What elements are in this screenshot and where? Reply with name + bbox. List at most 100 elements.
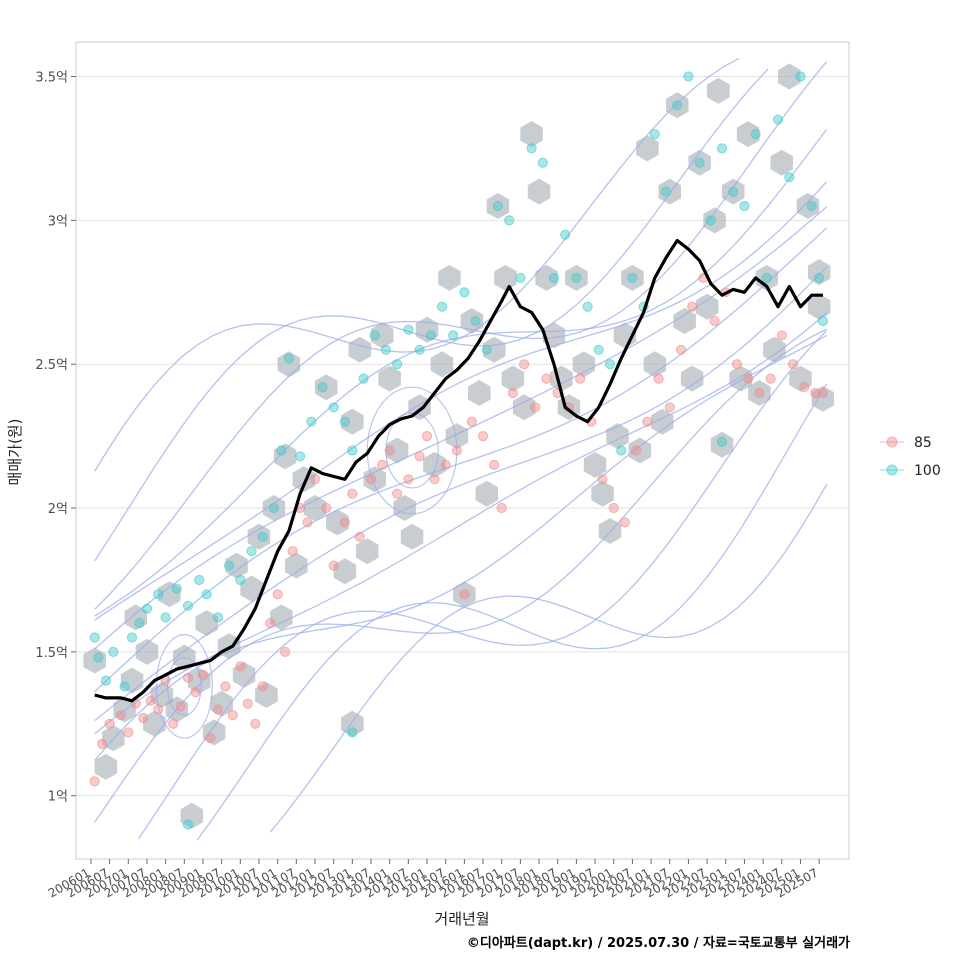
data-point-85 [765, 373, 776, 384]
data-point-100 [492, 200, 504, 212]
hex-cell [483, 336, 506, 363]
hex-cell [430, 351, 454, 378]
contour-ring [155, 634, 213, 739]
data-point-85 [631, 445, 642, 456]
hex-cell [778, 63, 801, 90]
data-point-85 [302, 517, 313, 528]
hex-cell [789, 365, 812, 392]
contour-line [94, 227, 828, 693]
data-point-100 [153, 589, 164, 600]
data-point-85 [197, 669, 209, 681]
data-point-100 [436, 301, 448, 312]
hex-cell [270, 604, 293, 631]
y-axis-title: 매매가(원) [6, 419, 24, 486]
hex-cell [703, 207, 726, 234]
hex-cell [707, 77, 730, 104]
scatter-points [89, 71, 829, 830]
data-point-100 [100, 675, 112, 686]
data-point-85 [817, 387, 829, 399]
hex-cell [423, 451, 446, 478]
data-point-100 [339, 416, 350, 427]
contour-line [94, 61, 828, 610]
data-point-85 [242, 698, 253, 709]
data-point-85 [496, 502, 507, 514]
contour-line [196, 383, 828, 841]
hex-cell [371, 322, 394, 349]
data-point-100 [739, 200, 750, 212]
data-point-85 [530, 402, 541, 413]
data-point-100 [141, 603, 153, 614]
data-point-100 [414, 344, 425, 355]
data-point-85 [265, 618, 276, 629]
hex-cell [445, 423, 469, 450]
data-point-85 [429, 474, 440, 485]
hex-cell [363, 466, 386, 493]
data-point-100 [571, 272, 582, 283]
data-point-85 [153, 704, 164, 715]
data-point-85 [642, 416, 653, 427]
data-point-85 [328, 560, 339, 571]
data-point-100 [716, 143, 728, 154]
data-point-100 [616, 445, 627, 456]
data-point-85 [421, 431, 433, 442]
hex-cell [333, 558, 357, 585]
hex-cell [113, 696, 136, 723]
legend-label-100: 100 [914, 463, 941, 479]
data-point-100 [160, 612, 171, 623]
contour-line [269, 484, 828, 833]
data-point-85 [182, 672, 194, 683]
data-point-100 [537, 157, 548, 168]
hex-cell [180, 802, 203, 829]
hex-cell [695, 293, 719, 320]
data-point-100 [795, 71, 806, 82]
data-point-85 [477, 431, 489, 442]
hex-cell [535, 264, 558, 291]
hex-cell [210, 690, 233, 717]
data-point-85 [145, 695, 156, 706]
data-point-100 [772, 114, 784, 125]
data-point-100 [649, 129, 660, 140]
data-point-100 [380, 344, 391, 355]
data-point-85 [365, 474, 377, 485]
data-point-85 [272, 589, 283, 600]
data-point-100 [328, 402, 339, 413]
data-point-85 [384, 445, 395, 456]
data-point-85 [664, 402, 675, 413]
hex-cell [240, 575, 263, 602]
data-point-85 [608, 502, 619, 514]
data-point-100 [283, 353, 294, 364]
hex-cell [468, 380, 491, 406]
data-point-85 [597, 474, 608, 485]
data-point-85 [205, 733, 216, 744]
hex-cell [303, 495, 327, 521]
contour-line [94, 57, 740, 472]
data-point-100 [694, 157, 705, 168]
hex-cell [400, 523, 424, 550]
hex-cell [255, 682, 278, 708]
data-point-100 [504, 215, 515, 226]
data-point-100 [403, 324, 414, 335]
data-point-85 [675, 344, 687, 355]
hex-cell [807, 293, 831, 320]
hex-cell [202, 719, 226, 746]
data-point-85 [175, 701, 186, 712]
contour-line [94, 206, 828, 650]
data-point-100 [212, 612, 223, 623]
hex-cell [807, 259, 831, 286]
data-point-100 [548, 272, 560, 283]
hex-cell [285, 552, 308, 579]
y-tick-label: 2억 [48, 502, 68, 517]
data-point-85 [787, 359, 799, 370]
y-tick-label: 1.5억 [35, 646, 68, 661]
data-point-100 [582, 301, 593, 312]
hex-cell [356, 538, 379, 565]
y-axis-ticks: 1억 1.5억 2억 2.5억 3억 3.5억 [35, 71, 76, 805]
hex-cell [736, 121, 760, 148]
data-point-85 [776, 330, 787, 341]
y-tick-label: 2.5억 [35, 358, 68, 373]
data-point-100 [683, 71, 694, 82]
hex-cell [225, 552, 248, 579]
data-point-100 [317, 382, 328, 393]
caption: ©디아파트(dapt.kr) / 2025.07.30 / 자료=국토교통부 실… [467, 935, 850, 951]
